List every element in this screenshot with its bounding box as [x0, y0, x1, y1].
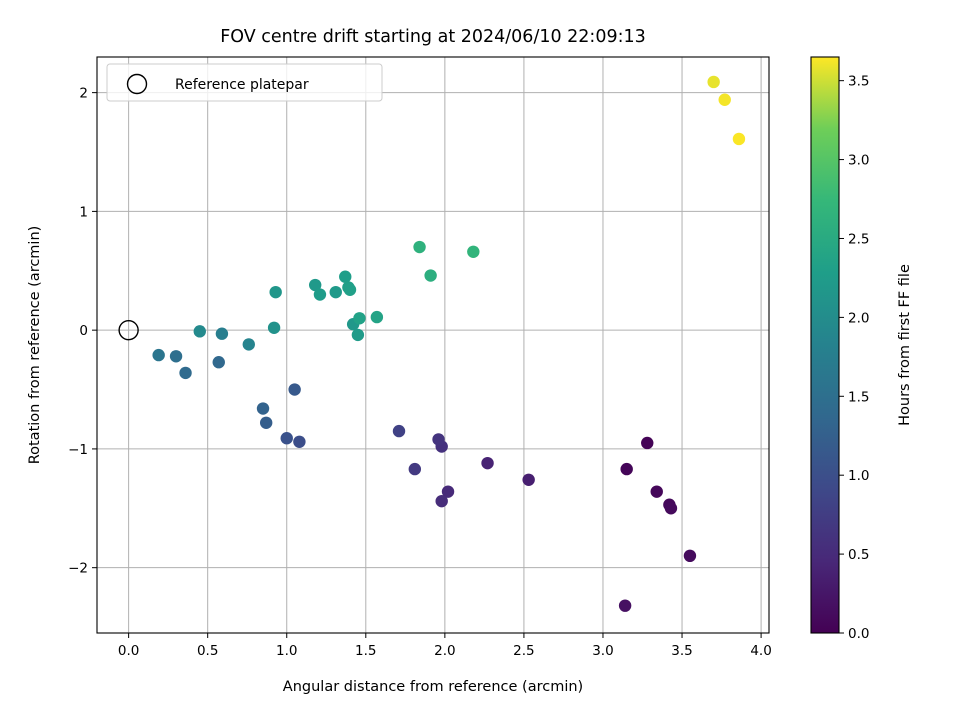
scatter-point [618, 599, 632, 612]
scatter-point [313, 288, 327, 301]
scatter-point [683, 549, 697, 563]
scatter-point [193, 325, 206, 338]
scatter-point [522, 473, 535, 486]
colorbar-tick-label: 1.0 [848, 468, 869, 484]
colorbar-label: Hours from first FF file [897, 264, 913, 426]
scatter-point [329, 285, 342, 299]
scatter-point [432, 433, 445, 446]
scatter-point [293, 435, 306, 448]
scatter-point [339, 270, 352, 283]
scatter-point [280, 432, 293, 445]
y-tick-label: 0 [79, 323, 88, 339]
x-tick-label: 2.0 [434, 643, 455, 659]
colorbar: 0.0 0.5 1.0 1.5 2.0 2.5 3.0 3.5 [810, 56, 869, 642]
x-tick-label: 3.5 [671, 643, 692, 659]
scatter-point [256, 402, 270, 415]
scatter-point [441, 485, 455, 498]
y-tick-label: −1 [68, 442, 88, 458]
scatter-point [259, 416, 273, 429]
x-tick-label: 0.5 [197, 643, 218, 659]
scatter-point [413, 240, 426, 254]
scatter-point [641, 436, 654, 450]
scatter-point [424, 269, 437, 282]
scatter-point [467, 245, 480, 258]
reference-platepar-marker [118, 319, 139, 341]
scatter-point [179, 366, 192, 380]
scatter-point [215, 327, 229, 340]
scatter-point [152, 348, 165, 362]
data-layer [118, 75, 746, 612]
scatter-point [169, 350, 183, 363]
colorbar-tick-label: 1.5 [848, 389, 869, 405]
scatter-point [309, 278, 322, 292]
colorbar-gradient [811, 57, 839, 633]
scatter-point [267, 321, 281, 334]
scatter-point [408, 462, 422, 476]
y-axis-ticks: −2 −1 0 1 2 [68, 86, 97, 577]
scatter-point [212, 356, 225, 369]
x-tick-label: 0.0 [118, 643, 139, 659]
y-tick-label: 1 [79, 204, 88, 220]
legend-marker-reference [126, 73, 148, 95]
plot-area: 0.0 0.5 1.0 1.5 2.0 2.5 3.0 3.5 4.0 −2 −1 0 1 2 [68, 56, 772, 659]
scatter-point [351, 328, 365, 342]
chart-title: FOV centre drift starting at 2024/06/10 … [220, 27, 646, 47]
colorbar-frame [810, 56, 840, 634]
colorbar-tick-label: 2.5 [848, 231, 869, 247]
colorbar-tick-label: 2.0 [848, 310, 869, 326]
scatter-point [718, 93, 731, 106]
scatter-point [732, 132, 746, 146]
y-tick-label: 2 [79, 86, 88, 102]
scatter-point [707, 75, 720, 89]
x-axis-label: Angular distance from reference (arcmin) [283, 679, 583, 695]
scatter-point [370, 310, 384, 324]
colorbar-ticks: 0.0 0.5 1.0 1.5 2.0 2.5 3.0 3.5 [839, 74, 869, 642]
scatter-point [620, 462, 633, 476]
y-tick-label: −2 [68, 561, 88, 577]
x-tick-label: 1.5 [355, 643, 376, 659]
grid [97, 57, 769, 633]
scatter-point [392, 424, 406, 438]
legend-entry-reference: Reference platepar [175, 77, 309, 93]
scatter-point [481, 456, 494, 470]
scatter-point [664, 502, 678, 515]
x-tick-label: 1.0 [276, 643, 297, 659]
scatter-point [269, 285, 282, 299]
scatter-points [152, 75, 746, 612]
scatter-point [650, 485, 663, 498]
scatter-point [353, 312, 366, 325]
y-axis-label: Rotation from reference (arcmin) [27, 226, 43, 465]
plot-frame [96, 56, 770, 634]
colorbar-tick-label: 3.5 [848, 74, 869, 90]
scatter-point [288, 383, 301, 396]
scatter-point [435, 494, 448, 508]
x-tick-label: 4.0 [750, 643, 771, 659]
colorbar-tick-label: 0.5 [848, 547, 869, 563]
legend-box [106, 63, 383, 102]
scatter-point [343, 283, 357, 296]
scatter-point [242, 338, 255, 351]
x-axis-ticks: 0.0 0.5 1.0 1.5 2.0 2.5 3.0 3.5 4.0 [118, 633, 772, 659]
colorbar-tick-label: 0.0 [848, 626, 869, 642]
x-tick-label: 2.5 [513, 643, 534, 659]
legend: Reference platepar [106, 63, 383, 102]
colorbar-tick-label: 3.0 [848, 153, 869, 169]
x-tick-label: 3.0 [592, 643, 613, 659]
